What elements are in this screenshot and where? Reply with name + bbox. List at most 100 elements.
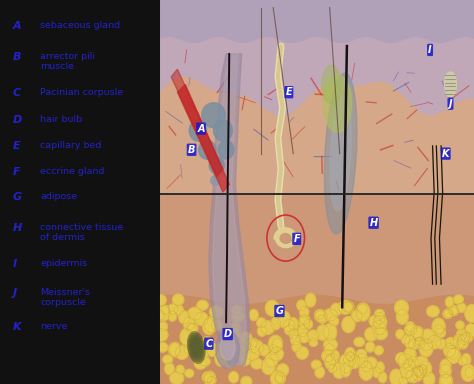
Ellipse shape (362, 361, 372, 372)
Ellipse shape (265, 352, 278, 367)
Ellipse shape (356, 303, 370, 321)
Ellipse shape (409, 339, 419, 350)
Ellipse shape (375, 310, 384, 319)
Ellipse shape (342, 317, 355, 333)
Ellipse shape (462, 333, 473, 343)
Ellipse shape (275, 371, 284, 383)
Ellipse shape (325, 355, 336, 369)
Ellipse shape (216, 330, 239, 369)
Ellipse shape (232, 311, 244, 322)
Ellipse shape (155, 328, 168, 341)
Ellipse shape (402, 335, 410, 344)
Ellipse shape (359, 362, 373, 380)
Ellipse shape (186, 323, 196, 335)
Ellipse shape (223, 352, 235, 368)
Ellipse shape (396, 309, 408, 324)
Text: G: G (13, 192, 22, 202)
Ellipse shape (432, 318, 445, 335)
Ellipse shape (173, 294, 184, 305)
Ellipse shape (185, 369, 194, 377)
Ellipse shape (406, 370, 417, 382)
Ellipse shape (195, 357, 203, 364)
Ellipse shape (434, 325, 444, 334)
Ellipse shape (229, 372, 238, 383)
Ellipse shape (283, 319, 295, 332)
Ellipse shape (419, 361, 431, 376)
Text: F: F (293, 234, 300, 244)
Ellipse shape (277, 364, 289, 376)
Ellipse shape (436, 328, 446, 338)
Ellipse shape (228, 346, 241, 360)
Ellipse shape (421, 329, 435, 343)
Ellipse shape (249, 310, 258, 321)
Ellipse shape (458, 331, 470, 344)
Ellipse shape (436, 339, 447, 349)
Text: H: H (370, 218, 378, 228)
Ellipse shape (456, 329, 467, 340)
Ellipse shape (248, 339, 259, 353)
Text: D: D (13, 115, 22, 125)
Ellipse shape (405, 335, 416, 349)
Ellipse shape (183, 317, 195, 330)
Text: G: G (275, 306, 283, 316)
Text: F: F (13, 167, 20, 177)
Ellipse shape (340, 363, 351, 377)
Ellipse shape (440, 374, 452, 384)
Ellipse shape (322, 65, 341, 104)
Ellipse shape (211, 175, 219, 185)
Ellipse shape (208, 377, 216, 384)
Ellipse shape (275, 372, 285, 384)
Ellipse shape (325, 353, 338, 364)
Ellipse shape (189, 335, 203, 360)
Ellipse shape (230, 326, 240, 339)
Polygon shape (209, 54, 250, 365)
Ellipse shape (323, 75, 352, 132)
Ellipse shape (376, 362, 384, 373)
Ellipse shape (453, 334, 465, 349)
Ellipse shape (262, 359, 275, 374)
Ellipse shape (184, 346, 192, 354)
Ellipse shape (179, 311, 190, 324)
Ellipse shape (465, 367, 474, 377)
Text: A: A (13, 21, 21, 31)
Ellipse shape (304, 319, 312, 329)
Ellipse shape (156, 311, 164, 320)
Ellipse shape (333, 363, 345, 378)
Ellipse shape (190, 336, 202, 359)
Ellipse shape (199, 140, 216, 159)
Ellipse shape (356, 349, 366, 358)
Ellipse shape (324, 339, 337, 351)
Ellipse shape (259, 345, 270, 356)
Ellipse shape (271, 317, 281, 329)
Ellipse shape (241, 376, 252, 384)
Ellipse shape (465, 305, 474, 322)
Text: I: I (13, 259, 17, 269)
Ellipse shape (290, 328, 298, 339)
Ellipse shape (396, 329, 404, 339)
Ellipse shape (315, 367, 324, 378)
Text: adipose: adipose (40, 192, 77, 201)
Ellipse shape (454, 295, 463, 304)
Ellipse shape (238, 338, 250, 353)
Text: sebaceous gland: sebaceous gland (40, 21, 120, 30)
Ellipse shape (410, 374, 418, 383)
Ellipse shape (369, 315, 381, 327)
Ellipse shape (344, 302, 353, 312)
Ellipse shape (195, 312, 208, 325)
Ellipse shape (339, 354, 353, 372)
Text: C: C (205, 339, 212, 349)
Ellipse shape (331, 351, 339, 360)
Ellipse shape (349, 355, 360, 368)
Ellipse shape (357, 304, 367, 314)
Ellipse shape (202, 103, 225, 128)
Ellipse shape (224, 334, 233, 345)
Text: eccrine gland: eccrine gland (40, 167, 104, 176)
Ellipse shape (446, 345, 458, 359)
Ellipse shape (374, 328, 387, 339)
Ellipse shape (268, 335, 283, 353)
Ellipse shape (450, 307, 458, 315)
Ellipse shape (214, 120, 232, 141)
Ellipse shape (414, 338, 426, 348)
Ellipse shape (324, 323, 337, 341)
Ellipse shape (373, 315, 387, 329)
